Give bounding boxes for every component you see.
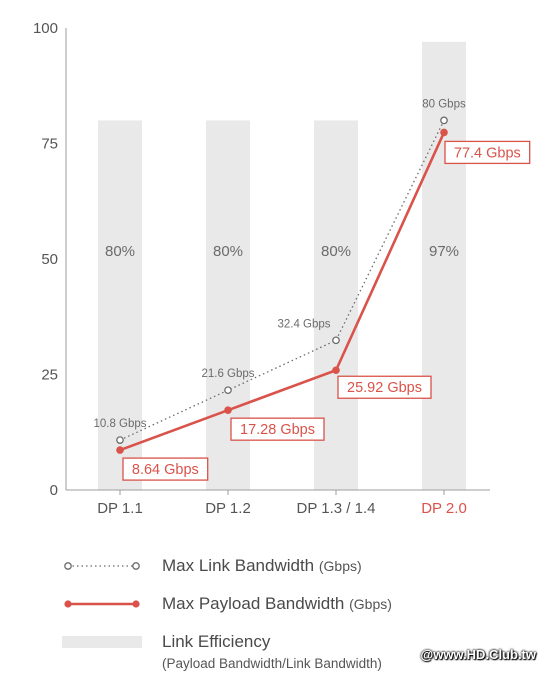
payload-bandwidth-point-0 bbox=[116, 446, 124, 454]
legend-item-link: Max Link Bandwidth (Gbps) bbox=[62, 548, 532, 586]
bandwidth-chart: 80% 80% 80% 97% 0 25 50 75 100 DP 1.1 DP 1.2 DP 1.… bbox=[33, 20, 531, 517]
lines-layer bbox=[116, 116, 448, 454]
efficiency-label-3: 97% bbox=[429, 243, 459, 260]
link-bandwidth-point-2 bbox=[332, 336, 340, 345]
legend-text-link: Max Link Bandwidth (Gbps) bbox=[162, 556, 362, 576]
y-tick-label-4: 100 bbox=[33, 20, 58, 37]
watermark: @www.HD.Club.tw bbox=[420, 647, 536, 662]
payload-label-box-3 bbox=[444, 140, 531, 165]
payload-bandwidth-label-1: 17.28 Gbps bbox=[240, 422, 315, 438]
payload-bandwidth-point-1 bbox=[224, 406, 232, 414]
efficiency-label-2: 80% bbox=[321, 243, 351, 260]
payload-bandwidth-point-3 bbox=[440, 128, 448, 137]
x-category-label-1: DP 1.2 bbox=[205, 500, 251, 517]
legend-unit-link: (Gbps) bbox=[318, 558, 362, 574]
legend-item-payload: Max Payload Bandwidth (Gbps) bbox=[62, 586, 532, 624]
payload-label-box-0 bbox=[122, 457, 209, 481]
legend-swatch-bar bbox=[62, 636, 142, 648]
y-tick-label-3: 75 bbox=[41, 136, 58, 153]
payload-label-box-2 bbox=[337, 375, 432, 399]
x-category-label-2: DP 1.3 / 1.4 bbox=[297, 500, 376, 517]
legend-label-link: Max Link Bandwidth bbox=[162, 556, 315, 575]
legend: Max Link Bandwidth (Gbps) Max Payload Ba… bbox=[62, 548, 532, 671]
link-bandwidth-line bbox=[119, 120, 445, 441]
legend-swatch-solid-line bbox=[64, 600, 140, 608]
payload-bandwidth-point-2 bbox=[332, 366, 340, 375]
legend-item-efficiency: Link Efficiency (Payload Bandwidth/Link … bbox=[62, 624, 532, 671]
efficiency-label-0: 80% bbox=[105, 243, 135, 260]
link-bandwidth-point-1 bbox=[224, 386, 232, 395]
axes-layer: 0 25 50 75 100 DP 1.1 DP 1.2 DP 1.3 / 1.4 DP 2.0 bbox=[33, 20, 490, 517]
payload-bandwidth-line bbox=[119, 131, 446, 452]
payload-bandwidth-label-2: 25.92 Gbps bbox=[347, 380, 422, 396]
link-bandwidth-label-1: 21.6 Gbps bbox=[201, 368, 254, 380]
y-tick-label-2: 50 bbox=[41, 251, 58, 268]
labels-layer: 10.8 Gbps 21.6 Gbps 32.4 Gbps 80 Gbps 8.64 G… bbox=[93, 98, 531, 481]
link-bandwidth-point-0 bbox=[116, 436, 124, 444]
y-tick-label-0: 0 bbox=[50, 482, 58, 499]
efficiency-label-1: 80% bbox=[213, 243, 243, 260]
link-bandwidth-point-3 bbox=[440, 116, 448, 125]
x-category-label-3: DP 2.0 bbox=[421, 500, 467, 517]
payload-bandwidth-label-3: 77.4 Gbps bbox=[454, 145, 521, 161]
payload-bandwidth-label-0: 8.64 Gbps bbox=[132, 462, 199, 478]
efficiency-bar-0 bbox=[98, 120, 142, 491]
link-bandwidth-label-2: 32.4 Gbps bbox=[277, 318, 330, 330]
legend-label-payload: Max Payload Bandwidth bbox=[162, 594, 345, 613]
link-bandwidth-label-3: 80 Gbps bbox=[422, 98, 466, 110]
legend-swatch-dotted-line bbox=[64, 562, 140, 570]
payload-label-box-1 bbox=[230, 417, 325, 441]
x-category-label-0: DP 1.1 bbox=[97, 500, 143, 517]
link-bandwidth-label-0: 10.8 Gbps bbox=[93, 418, 146, 430]
legend-unit-payload: (Gbps) bbox=[349, 596, 392, 612]
legend-text-payload: Max Payload Bandwidth (Gbps) bbox=[162, 594, 392, 614]
legend-sub-efficiency: (Payload Bandwidth/Link Bandwidth) bbox=[162, 656, 382, 671]
y-tick-label-1: 25 bbox=[41, 367, 58, 384]
legend-label-efficiency: Link Efficiency bbox=[162, 632, 271, 651]
